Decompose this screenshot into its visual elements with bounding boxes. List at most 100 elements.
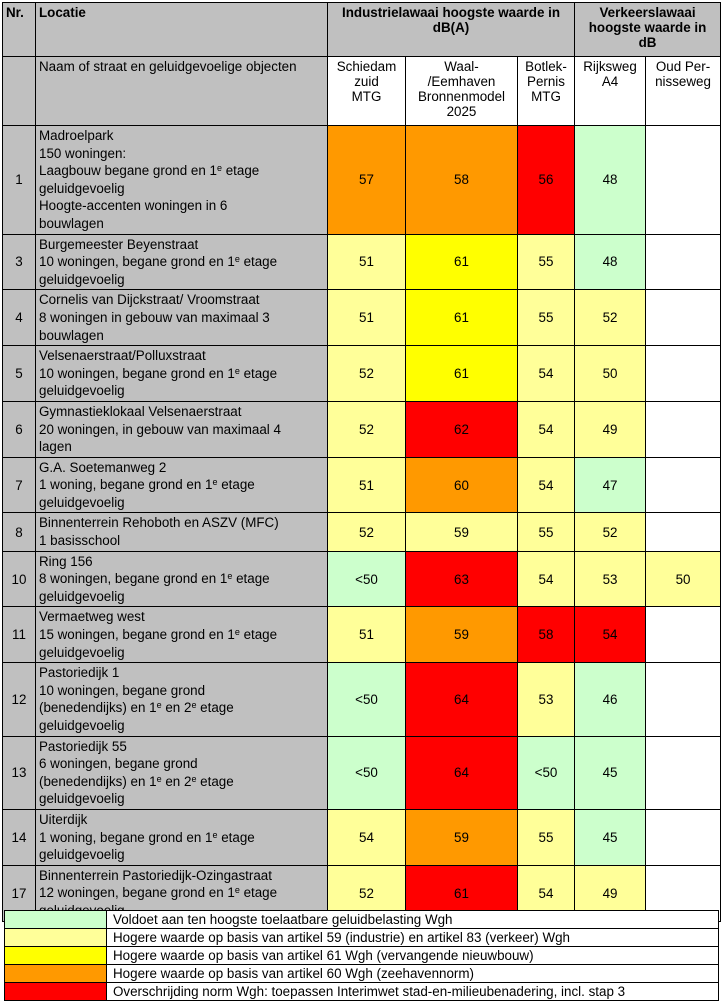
value-schiedam: <50 xyxy=(327,735,406,810)
location-line: 12 woningen, begane grond en 1e etage xyxy=(39,885,278,901)
location-line: geluidgevoelig xyxy=(39,494,125,510)
value-rijksweg: 48 xyxy=(574,233,647,291)
row-location: Burgemeester Beyenstraat 10 woningen, beg… xyxy=(35,233,328,291)
header-line: /Eemhaven xyxy=(427,74,496,89)
location-line: Hoogte-accenten woningen in 6 xyxy=(39,198,228,214)
value-schiedam: 51 xyxy=(327,606,406,664)
superscript: e xyxy=(191,773,197,784)
legend-text: Hogere waarde op basis van artikel 60 Wg… xyxy=(106,964,719,983)
row-location: G.A. Soetemanweg 2 1 woning, begane grond… xyxy=(35,456,328,514)
row-number: 4 xyxy=(2,289,36,347)
row-number: 11 xyxy=(2,606,36,664)
table-row: 5 Velsenaerstraat/Polluxstraat 10 woningen… xyxy=(2,345,722,402)
superscript: e xyxy=(234,627,240,638)
value-waal: 60 xyxy=(405,456,518,514)
header-line: Botlek- xyxy=(525,59,567,74)
location-line: geluidgevoelig xyxy=(39,644,125,660)
col-header-locatie: Locatie xyxy=(35,2,328,57)
value-oud-pernisseweg xyxy=(645,345,722,402)
row-location: Gymnastieklokaal Velsenaerstraat 20 wonin… xyxy=(35,400,328,458)
table-body: 1 Madroelpark 150 woningen: Laagbouw begane… xyxy=(2,125,722,922)
value-schiedam: 57 xyxy=(327,125,406,235)
legend-row: Voldoet aan ten hoogste toelaatbare gelu… xyxy=(4,910,719,929)
location-line: 8 woningen in gebouw van maximaal 3 xyxy=(39,309,270,325)
header-line: Schiedam xyxy=(336,59,397,74)
row-number: 5 xyxy=(2,345,36,402)
value-waal: 59 xyxy=(405,808,518,866)
value-oud-pernisseweg xyxy=(645,662,722,737)
value-waal: 59 xyxy=(405,606,518,664)
table-row: 10 Ring 156 8 woningen, begane grond en 1e… xyxy=(2,550,722,608)
legend-swatch xyxy=(4,982,107,1001)
header-line: MTG xyxy=(351,89,382,104)
table-row: 8 Binnenterrein Rehoboth en ASZV (MFC) 1 b… xyxy=(2,512,722,552)
location-line: Laagbouw begane grond en 1e etage xyxy=(39,163,260,179)
location-line: geluidgevoelig xyxy=(39,588,125,604)
location-line: geluidgevoelig xyxy=(39,718,125,733)
subheader-botlek: Botlek- Pernis MTG xyxy=(516,56,576,126)
value-rijksweg: 45 xyxy=(574,808,647,866)
value-botlek: 54 xyxy=(516,400,576,458)
row-number: 6 xyxy=(2,400,36,458)
superscript: e xyxy=(212,829,218,840)
header-line: Waal- xyxy=(444,59,479,74)
value-botlek: 56 xyxy=(516,125,576,235)
value-schiedam: 51 xyxy=(327,456,406,514)
superscript: e xyxy=(156,700,162,711)
value-oud-pernisseweg xyxy=(645,233,722,291)
row-number: 13 xyxy=(2,735,36,810)
value-oud-pernisseweg xyxy=(645,735,722,810)
row-number: 10 xyxy=(2,550,36,608)
location-line: (benedendijks) en 1e en 2e etage xyxy=(39,700,234,716)
location-line: lagen xyxy=(39,439,72,455)
value-rijksweg: 52 xyxy=(574,289,647,347)
value-botlek: 54 xyxy=(516,550,576,608)
table-row: 14 Uiterdijk 1 woning, begane grond en 1e … xyxy=(2,808,722,866)
subheader-waal: Waal-/Eemhaven Bronnenmodel 2025 xyxy=(405,56,518,126)
value-oud-pernisseweg xyxy=(645,456,722,514)
table-row: 11 Vermaetweg west 15 woningen, begane gro… xyxy=(2,606,722,664)
legend-swatch xyxy=(4,964,107,983)
header-line: A4 xyxy=(601,74,619,89)
row-location: Uiterdijk 1 woning, begane grond en 1e et… xyxy=(35,808,328,866)
value-rijksweg: 53 xyxy=(574,550,647,608)
table-row: 7 G.A. Soetemanweg 2 1 woning, begane gron… xyxy=(2,456,722,514)
legend-swatch xyxy=(4,910,107,929)
location-line: geluidgevoelig xyxy=(39,791,125,807)
subheader-oud-pernisseweg: Oud Per-nisseweg xyxy=(645,56,722,126)
legend-row: Hogere waarde op basis van artikel 61 Wg… xyxy=(4,946,719,965)
value-botlek: 58 xyxy=(516,606,576,664)
row-number: 7 xyxy=(2,456,36,514)
superscript: e xyxy=(227,571,233,582)
location-line: bouwlagen xyxy=(39,327,104,343)
location-line: Cornelis van Dijckstraat/ Vroomstraat xyxy=(39,292,260,308)
value-botlek: 54 xyxy=(516,456,576,514)
legend-text: Hogere waarde op basis van artikel 59 (i… xyxy=(106,928,719,947)
row-location: Velsenaerstraat/Polluxstraat 10 woningen,… xyxy=(35,345,328,402)
header-line: Oud Per- xyxy=(655,59,711,74)
location-line: Gymnastieklokaal Velsenaerstraat xyxy=(39,403,242,419)
noise-table: Nr. Locatie Industrielawaai hoogste waar… xyxy=(2,2,722,922)
location-line: 10 woningen, begane grond en 1e etage xyxy=(39,365,278,381)
superscript: e xyxy=(212,477,218,488)
subheader-row: Naam of straat en geluidgevoelige object… xyxy=(2,56,722,126)
row-number: 14 xyxy=(2,808,36,866)
value-waal: 64 xyxy=(405,662,518,737)
row-number: 12 xyxy=(2,662,36,737)
location-line: 1 woning, begane grond en 1e etage xyxy=(39,829,255,845)
row-location: Binnenterrein Rehoboth en ASZV (MFC) 1 ba… xyxy=(35,512,328,552)
value-schiedam: 52 xyxy=(327,512,406,552)
subheader-locatie: Naam of straat en geluidgevoelige object… xyxy=(35,56,328,126)
value-schiedam: 54 xyxy=(327,808,406,866)
location-line: Binnenterrein Pastoriedijk-Ozingastraat xyxy=(39,867,272,883)
value-botlek: 53 xyxy=(516,662,576,737)
location-line: Pastoriedijk 55 xyxy=(39,738,127,754)
value-oud-pernisseweg xyxy=(645,808,722,866)
value-rijksweg: 50 xyxy=(574,345,647,402)
legend-row: Hogere waarde op basis van artikel 60 Wg… xyxy=(4,964,719,983)
value-waal: 61 xyxy=(405,289,518,347)
row-location: Vermaetweg west 15 woningen, begane grond… xyxy=(35,606,328,664)
value-botlek: 55 xyxy=(516,233,576,291)
legend-row: Hogere waarde op basis van artikel 59 (i… xyxy=(4,928,719,947)
subheader-nr-blank xyxy=(2,56,36,126)
